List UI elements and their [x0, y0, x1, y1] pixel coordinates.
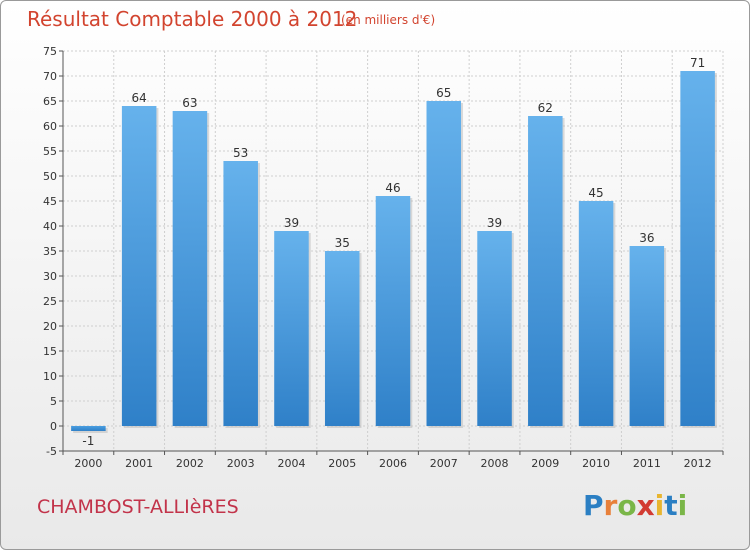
- y-tick-label: 0: [50, 420, 57, 433]
- bar: [324, 251, 360, 426]
- chart-subtitle: (en milliers d'€): [341, 13, 436, 27]
- bar: [375, 196, 411, 426]
- y-tick-label: 65: [43, 95, 57, 108]
- bar: [578, 201, 614, 426]
- bar: [121, 106, 157, 426]
- data-label: 46: [385, 181, 400, 195]
- y-tick-label: 40: [43, 220, 57, 233]
- bar: [528, 116, 563, 426]
- y-tick-label: 45: [43, 195, 57, 208]
- logo-letter: o: [617, 489, 637, 522]
- logo-letter: t: [664, 489, 678, 522]
- data-label: 65: [436, 86, 451, 100]
- bar: [274, 231, 309, 426]
- place-name: CHAMBOST-ALLIèRES: [37, 496, 239, 518]
- x-tick-label: 2008: [481, 457, 509, 470]
- x-tick-label: 2002: [176, 457, 204, 470]
- x-tick-label: 2000: [74, 457, 102, 470]
- y-tick-label: 35: [43, 245, 57, 258]
- y-tick-label: -5: [46, 445, 57, 458]
- data-label: 35: [335, 236, 350, 250]
- data-label: 36: [639, 231, 654, 245]
- x-tick-label: 2010: [582, 457, 610, 470]
- chart-title: Résultat Comptable 2000 à 2012: [27, 7, 358, 31]
- data-label: 39: [487, 216, 502, 230]
- bar: [629, 246, 665, 426]
- bar: [172, 111, 208, 426]
- bar: [477, 231, 512, 426]
- y-tick-label: 70: [43, 70, 57, 83]
- bar: [426, 101, 462, 426]
- data-label: 64: [132, 91, 147, 105]
- bar: [680, 71, 715, 426]
- x-tick-label: 2011: [633, 457, 661, 470]
- data-label: 45: [588, 186, 603, 200]
- logo-letter: x: [636, 489, 655, 522]
- data-label: 53: [233, 146, 248, 160]
- y-tick-label: 30: [43, 270, 57, 283]
- x-tick-label: 2004: [277, 457, 305, 470]
- x-tick-label: 2012: [684, 457, 712, 470]
- logo-letter: P: [583, 489, 604, 522]
- axes: [59, 50, 724, 455]
- y-tick-label: 25: [43, 295, 57, 308]
- x-tick-label: 2003: [227, 457, 255, 470]
- data-label: 63: [182, 96, 197, 110]
- proxiti-logo[interactable]: Proxiti: [583, 489, 687, 522]
- logo-letter: r: [603, 489, 618, 522]
- data-label: 62: [538, 101, 553, 115]
- y-tick-label: 60: [43, 120, 57, 133]
- x-tick-label: 2007: [430, 457, 458, 470]
- x-tick-label: 2006: [379, 457, 407, 470]
- x-tick-label: 2009: [531, 457, 559, 470]
- bars: [71, 71, 717, 433]
- labels: -5 0 5 10 15 20 25 30 35 40 45 50 55 60 65 70 75 -1 2000 64…: [43, 45, 712, 470]
- data-label: -1: [82, 434, 94, 448]
- bar: [223, 161, 258, 426]
- bar: [71, 426, 106, 431]
- logo-letter: i: [677, 489, 688, 522]
- y-tick-label: 5: [50, 395, 57, 408]
- logo-letter: i: [654, 489, 665, 522]
- data-label: 71: [690, 56, 705, 70]
- x-tick-label: 2001: [125, 457, 153, 470]
- data-label: 39: [284, 216, 299, 230]
- y-tick-label: 55: [43, 145, 57, 158]
- x-tick-label: 2005: [328, 457, 356, 470]
- y-tick-label: 50: [43, 170, 57, 183]
- y-tick-label: 15: [43, 345, 57, 358]
- y-tick-label: 20: [43, 320, 57, 333]
- y-tick-label: 10: [43, 370, 57, 383]
- y-tick-label: 75: [43, 45, 57, 58]
